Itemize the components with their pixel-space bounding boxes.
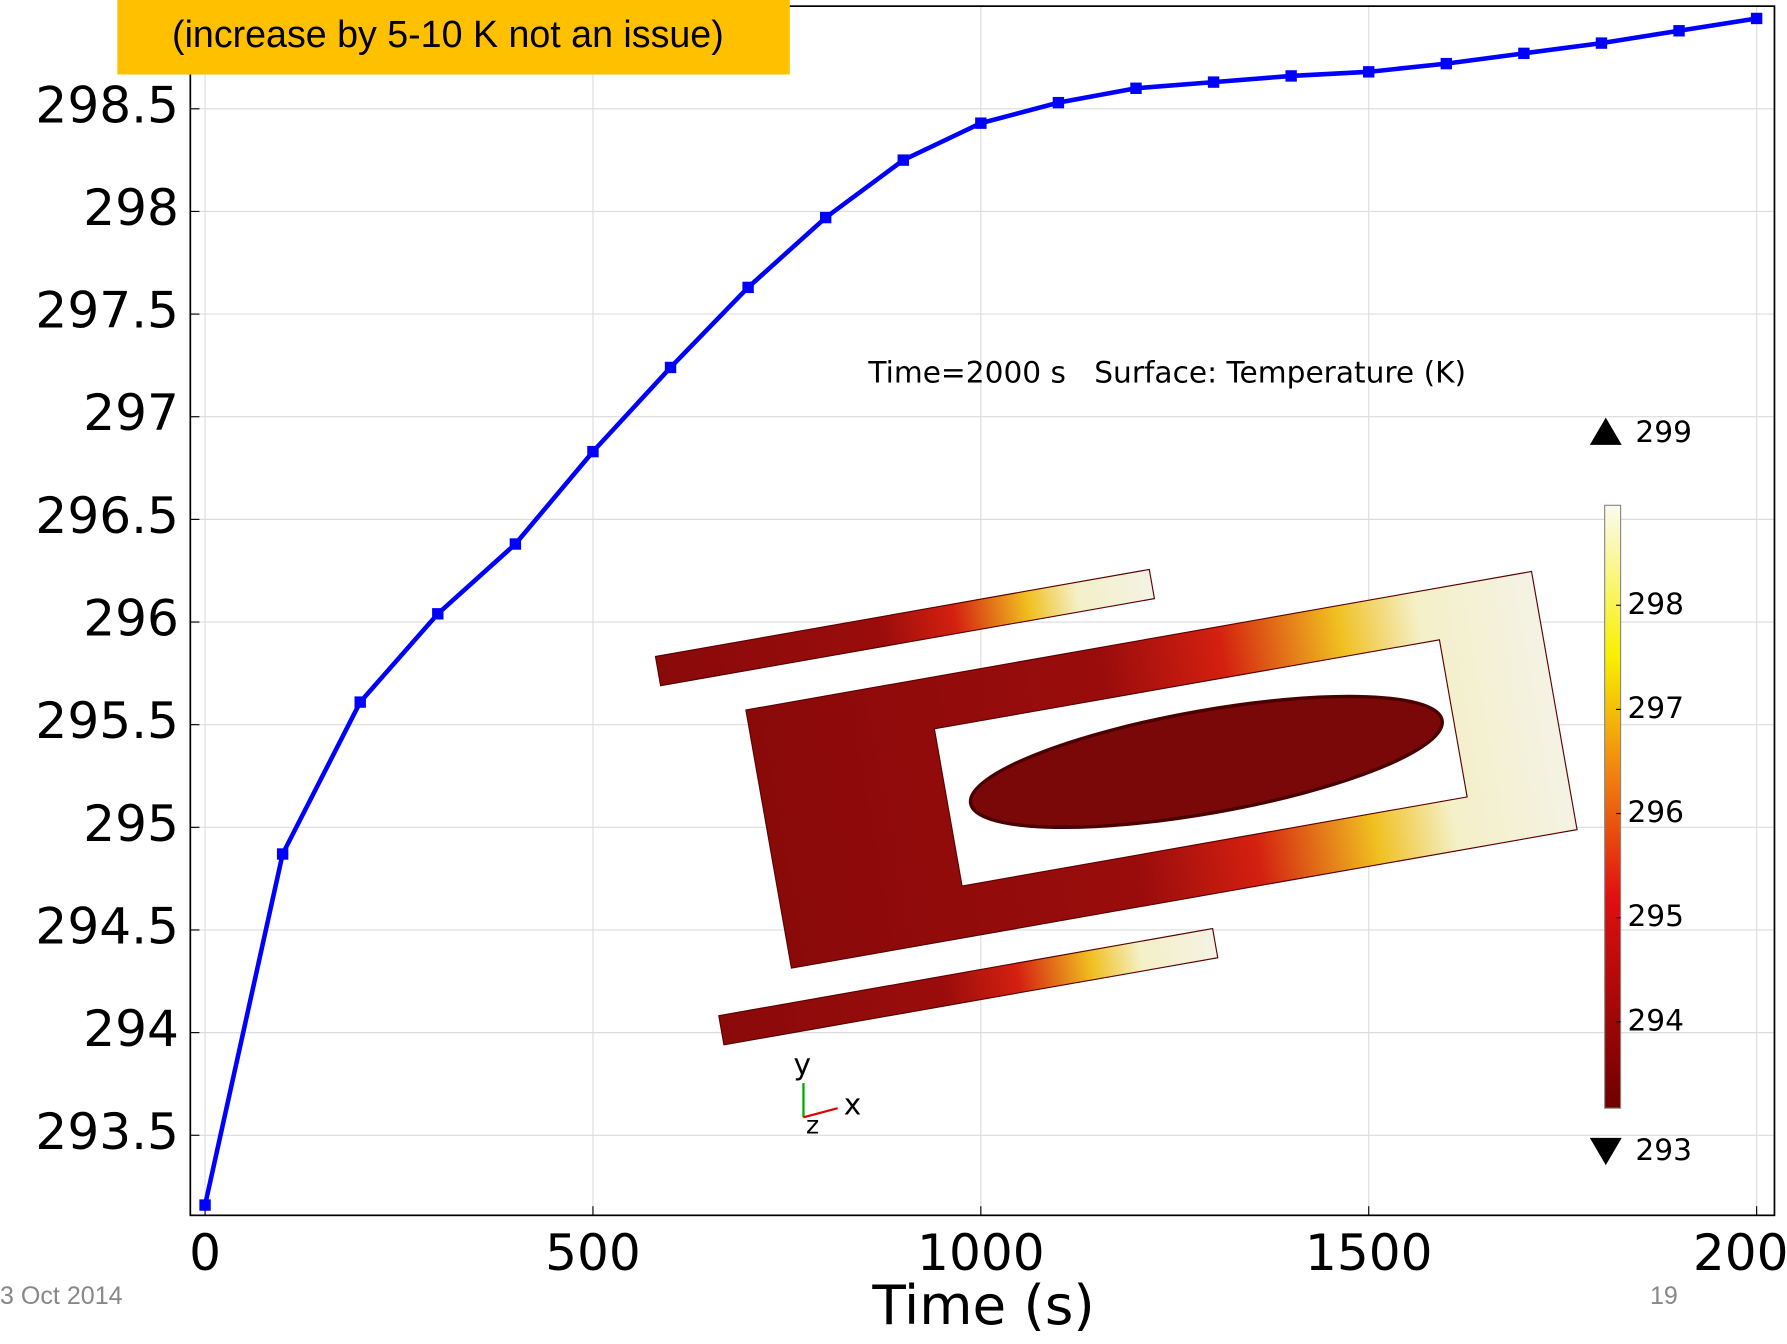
data-point [277,848,288,859]
y-tick-label: 295.5 [35,691,179,750]
triad-label: x [844,1086,862,1121]
y-tick-label: 293.5 [35,1102,179,1161]
y-tick-label: 298 [83,178,179,237]
y-tick-label: 296.5 [35,486,179,545]
inset-title: Time=2000 s Surface: Temperature (K) [867,355,1466,390]
data-point [587,446,598,457]
x-axis-label: Time (s) [871,1273,1094,1337]
x-tick-label: 2000 [1693,1223,1787,1282]
data-point [1673,25,1684,36]
annotation: (increase by 5-10 K not an issue) [172,13,724,55]
y-tick-label: 296 [83,589,179,648]
y-tick-label: 294 [83,999,179,1058]
colorbar-tick-label: 296 [1627,794,1684,829]
data-point [1285,70,1296,81]
footer-page: 19 [1650,1282,1678,1310]
x-tick-label: 0 [189,1223,221,1282]
colorbar [1605,505,1621,1108]
y-tick-label: 297.5 [35,281,179,340]
colorbar-min: 293 [1635,1132,1692,1167]
data-point [1363,66,1374,77]
data-point [1053,97,1064,108]
y-tick-label: 298.5 [35,75,179,134]
colorbar-tick-label: 294 [1627,1002,1684,1037]
data-point [510,538,521,549]
x-tick-label: 500 [545,1223,641,1282]
y-tick-label: 295 [83,794,179,853]
colorbar-tick-label: 297 [1627,690,1684,725]
min-arrow [1590,1138,1622,1165]
data-point [1751,13,1762,24]
triad-label: z [806,1110,819,1139]
triad-label: y [794,1047,812,1082]
data-point [665,362,676,373]
model-3d [655,504,1588,1045]
data-point [432,608,443,619]
data-point [1130,83,1141,94]
data-point [820,212,831,223]
data-point [742,282,753,293]
colorbar-tick-label: 298 [1627,586,1684,621]
data-point [199,1199,210,1210]
data-point [1441,58,1452,69]
data-point [1596,37,1607,48]
data-point [975,117,986,128]
colorbar-tick-label: 295 [1627,898,1684,933]
data-point [355,696,366,707]
footer-date: 3 Oct 2014 [0,1282,123,1310]
x-tick-label: 1000 [917,1223,1045,1282]
chart: (increase by 5-10 K not an issue) Time=2… [0,0,1787,1340]
data-point [1518,48,1529,59]
y-tick-label: 294.5 [35,896,179,955]
y-tick-label: 297 [83,383,179,442]
colorbar-max: 299 [1635,414,1692,449]
page: (increase by 5-10 K not an issue) Time=2… [0,0,1787,1344]
data-point [1208,76,1219,87]
data-point [898,154,909,165]
x-tick-label: 1500 [1305,1223,1433,1282]
max-arrow [1590,418,1622,445]
